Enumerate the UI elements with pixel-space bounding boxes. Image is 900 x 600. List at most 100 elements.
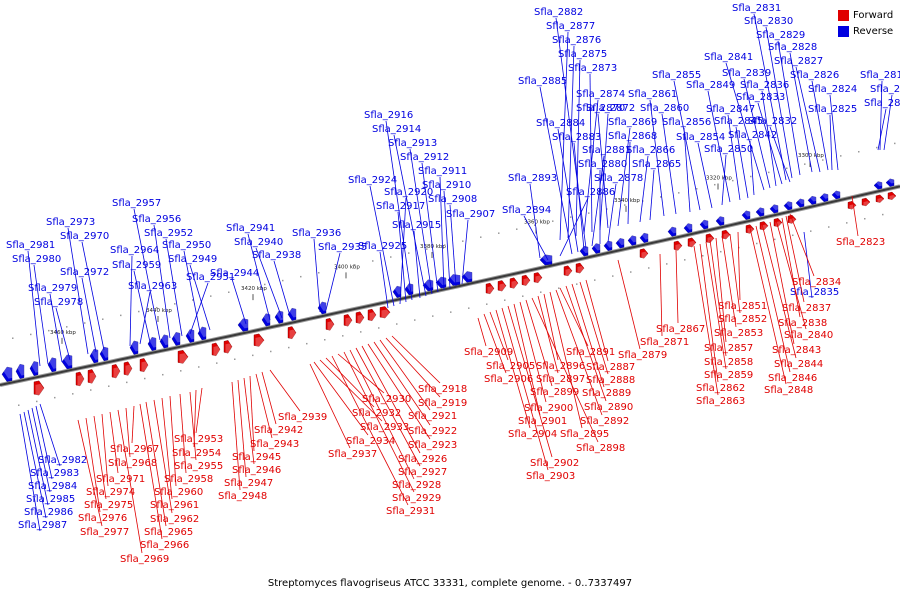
- reverse-gene-arrow: [197, 326, 207, 341]
- near-axis-dot: [126, 381, 128, 384]
- far-axis-dot: [696, 188, 698, 190]
- gene-arrow-shade: [263, 310, 272, 324]
- reverse-gene-leader: [23, 411, 47, 519]
- reverse-gene-label: Sfla_2827: [774, 56, 823, 67]
- gene-arrow-shade: [125, 364, 134, 379]
- forward-gene-label: Sfla_2863: [696, 396, 745, 407]
- forward-gene-arrow: [343, 314, 353, 327]
- far-axis-dot: [714, 183, 716, 186]
- reverse-gene-label: Sfla_2856: [662, 117, 711, 128]
- reverse-gene-label: Sfla_2866: [626, 145, 675, 156]
- forward-gene-leader: [255, 373, 273, 439]
- gene-arrow-shade: [463, 268, 474, 280]
- reverse-gene-arrow: [47, 357, 57, 373]
- reverse-gene-leader: [325, 252, 341, 311]
- forward-gene-label: Sfla_2838: [778, 318, 827, 329]
- forward-gene-label: Sfla_2901: [518, 416, 567, 427]
- far-axis-dot: [678, 192, 680, 194]
- gene-arrow-shade: [675, 244, 684, 254]
- reverse-gene-label: Sfla_2813: [870, 84, 900, 95]
- forward-gene-label: Sfla_2946: [232, 465, 281, 476]
- reverse-gene-leader: [129, 255, 133, 347]
- reverse-gene-leader: [67, 227, 89, 355]
- gene-arrow-shade: [581, 243, 590, 254]
- forward-gene-label: Sfla_2844: [774, 359, 823, 370]
- forward-gene-arrow: [639, 248, 649, 259]
- reverse-gene-arrow: [885, 178, 895, 187]
- gene-arrow-shade: [77, 374, 86, 389]
- near-axis-dot: [342, 335, 344, 337]
- reverse-gene-leader: [313, 238, 321, 313]
- far-axis-dot: [786, 167, 788, 170]
- forward-gene-leader: [555, 289, 603, 416]
- far-axis-dot: [210, 295, 212, 297]
- reverse-gene-leader: [27, 250, 41, 367]
- reverse-gene-arrow: [783, 201, 793, 211]
- forward-gene-leader: [189, 391, 197, 461]
- gene-arrow-shade: [523, 278, 532, 289]
- reverse-gene-leader: [461, 219, 469, 285]
- forward-gene-arrow: [521, 274, 531, 286]
- forward-gene-leader: [355, 347, 421, 467]
- reverse-gene-label: Sfla_2845: [714, 116, 763, 127]
- forward-gene-label: Sfla_2934: [346, 436, 395, 447]
- gene-arrow-shade: [797, 195, 806, 205]
- reverse-gene-label: Sfla_2984: [28, 481, 77, 492]
- reverse-gene-label: Sfla_2886: [566, 187, 615, 198]
- gene-arrow-shade: [149, 334, 158, 348]
- reverse-gene-leader: [597, 113, 609, 229]
- reverse-gene-label: Sfla_2912: [400, 152, 449, 163]
- reverse-gene-leader: [753, 13, 787, 181]
- reverse-gene-arrow: [591, 243, 601, 254]
- forward-gene-label: Sfla_2852: [718, 314, 767, 325]
- far-axis-dot: [444, 244, 446, 246]
- gene-arrow-shade: [565, 268, 574, 279]
- forward-gene-leader: [715, 237, 727, 343]
- reverse-gene-label: Sfla_2824: [808, 84, 857, 95]
- reverse-gene-label: Sfla_2878: [594, 173, 643, 184]
- near-axis-dot: [486, 303, 488, 305]
- forward-gene-leader: [385, 337, 441, 398]
- gene-arrow-shade: [669, 223, 678, 234]
- forward-gene-label: Sfla_2931: [386, 506, 435, 517]
- forward-gene-arrow: [139, 358, 149, 373]
- reverse-gene-label: Sfla_2835: [790, 287, 839, 298]
- forward-gene-leader: [169, 395, 177, 487]
- reverse-gene-arrow: [639, 232, 649, 243]
- forward-gene-label: Sfla_2926: [398, 454, 447, 465]
- forward-gene-label: Sfla_2905: [486, 361, 535, 372]
- reverse-gene-leader: [557, 128, 579, 253]
- near-axis-dot: [810, 230, 812, 232]
- forward-gene-leader: [729, 233, 741, 314]
- forward-gene-leader: [77, 419, 103, 527]
- reverse-gene-leader: [255, 247, 283, 319]
- reverse-gene-leader: [39, 403, 61, 467]
- forward-gene-leader: [337, 353, 385, 394]
- forward-gene-arrow: [33, 380, 45, 396]
- forward-gene-label: Sfla_2932: [352, 408, 401, 419]
- reverse-gene-leader: [529, 183, 541, 259]
- reverse-gene-leader: [421, 162, 439, 293]
- far-axis-dot: [606, 208, 608, 210]
- forward-gene-label: Sfla_2955: [174, 461, 223, 472]
- far-axis-dot: [822, 159, 824, 161]
- reverse-gene-label: Sfla_2950: [162, 240, 211, 251]
- reverse-gene-label: Sfla_2839: [722, 68, 771, 79]
- reverse-gene-label: Sfla_2986: [24, 507, 73, 518]
- forward-gene-label: Sfla_2903: [526, 471, 575, 482]
- forward-gene-arrow: [287, 326, 297, 340]
- reverse-gene-arrow: [171, 332, 181, 346]
- forward-gene-label: Sfla_2969: [120, 554, 169, 565]
- reverse-gene-label: Sfla_2938: [252, 250, 301, 261]
- forward-gene-arrow: [673, 240, 683, 251]
- reverse-gene-leader: [133, 270, 151, 343]
- near-axis-dot: [576, 283, 578, 285]
- gene-arrow-shade: [577, 266, 586, 277]
- gene-arrow-shade: [743, 207, 752, 217]
- reverse-gene-label: Sfla_2970: [60, 231, 109, 242]
- reverse-gene-label: Sfla_2850: [704, 144, 753, 155]
- gene-arrow-shade: [406, 280, 415, 292]
- reverse-gene-label: Sfla_2963: [128, 281, 177, 292]
- reverse-gene-arrow: [15, 363, 25, 379]
- reverse-gene-leader: [81, 241, 105, 351]
